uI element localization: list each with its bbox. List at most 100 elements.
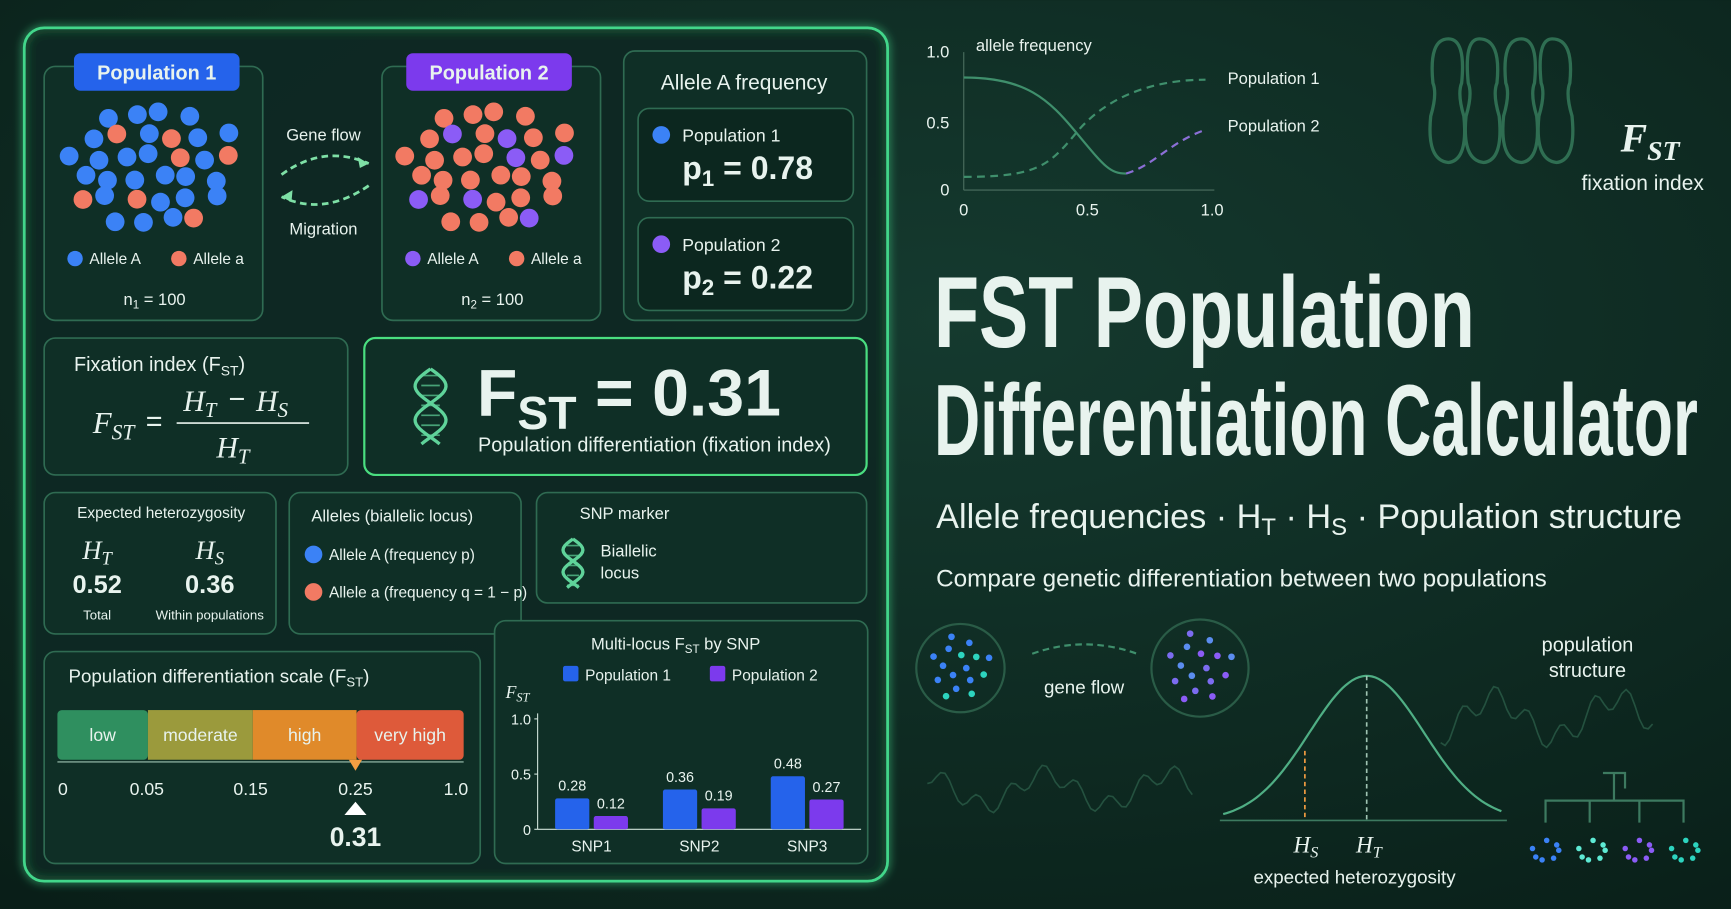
subscript: S [1331,514,1347,541]
scale-band-label: low [89,725,116,745]
tree-diagram [1544,771,1685,823]
cluster-dot [1186,630,1194,637]
legend-label: Allele a [193,251,244,268]
allele-dot [188,128,208,148]
cluster-dot [1203,664,1210,672]
legend-dot [405,250,421,267]
text-part: p [682,259,702,295]
y-tick-label: 0.5 [511,768,531,784]
allele-dot [430,186,450,206]
frequency-name: Population 2 [682,235,780,255]
text-part: ) [363,665,369,686]
text-part: H [255,385,279,418]
bell-label: expected heterozygosity [1253,866,1456,887]
subscript: ST [1647,136,1680,167]
allele-dot [73,190,93,209]
cluster-dot [980,671,988,678]
legend-label: Population 2 [732,667,818,684]
allele-dot [219,123,239,143]
tree-leaf-dot [1576,845,1582,852]
allele-dot [475,124,495,144]
allele-dot [76,165,96,185]
allele-dot [175,188,195,208]
arrow-head [281,156,369,203]
tree-leaf-dot [1533,854,1539,860]
sketch-tick: 1.0 [1201,200,1224,219]
allele-dot [128,105,147,124]
allele-dot [125,170,145,190]
bell-hs: HS [1293,832,1319,861]
allele-dot [99,108,118,128]
cluster-dot [966,639,973,647]
bar [770,776,805,830]
scale-band-label: very high [374,725,446,745]
scale-tick-label: 0.15 [233,779,268,799]
scale-band [252,710,357,760]
sketch-curve [963,76,1127,175]
text-part: Fixation index (F [74,354,221,376]
allele-dot [497,129,517,148]
formula-minus: − [229,384,246,416]
tree-leaf-dot [1646,842,1653,848]
legend-label: Allele A [89,251,141,268]
noise-trace [1440,685,1654,749]
het-value: 0.36 [185,571,234,599]
scale-tick-label: 1.0 [444,779,469,799]
result-caption: Population differentiation (fixation ind… [478,435,831,457]
cluster-dot [930,653,937,660]
allele-dot [555,123,574,143]
tree-leaf-dot [1693,842,1699,848]
allele-dot [218,146,238,165]
alleles-card [288,491,522,635]
allele-dot [59,146,79,166]
badge-label: fixation index [1581,172,1704,195]
card-title: SNP marker [580,504,670,523]
hero-title: Differentiation Calculator [934,363,1698,477]
snp-line: Biallelic [601,542,657,561]
bar-value-label: 0.19 [705,789,733,805]
card-title: Population differentiation scale (FST) [68,665,369,689]
legend-dot [171,250,187,267]
text-part: H [195,535,217,565]
cluster-ring [1150,618,1250,718]
allele-dot [139,124,159,144]
allele-dot [395,146,415,166]
cluster-dot [1197,650,1205,658]
tree-leaf-dot [1529,845,1536,852]
cluster-dot [952,685,960,693]
allele-dot [84,129,104,149]
text-part: · Population structure [1347,498,1682,536]
frequency-box [637,216,855,312]
text-part: F [477,356,517,430]
subscript: 2 [702,275,714,300]
dna-icon [413,367,448,446]
text-part: ) [239,354,246,376]
cluster-dot [1183,643,1191,651]
het-label: Within populations [156,608,265,623]
legend-dot [304,545,323,564]
cluster-dot [939,662,947,670]
x-tick-label: SNP3 [787,838,827,855]
allele-dot [117,147,137,167]
text-part: F [505,682,517,702]
cluster-dot [1192,687,1199,695]
population-pill [406,53,572,91]
text-part: p [682,150,702,186]
text-part: = 100 [139,290,185,309]
y-tick-label: 1.0 [511,712,531,728]
chart-title: Multi-locus FST by SNP [591,634,760,655]
allele-dot [207,186,227,206]
text-part: = 100 [477,290,523,309]
allele-dot [523,128,543,148]
text-part: Multi-locus F [591,634,685,653]
tree-leaf-dot [1689,855,1696,861]
card-title: Allele A frequency [661,72,828,95]
tree-leaf-dot [1625,854,1632,860]
tree-leaf-dot [1539,857,1545,863]
y-axis-label: FST [505,682,531,705]
cluster-dot [985,654,993,662]
legend-swatch [563,665,579,682]
scale-marker-value: 0.31 [330,822,382,852]
text-part: = 0.78 [714,150,813,186]
